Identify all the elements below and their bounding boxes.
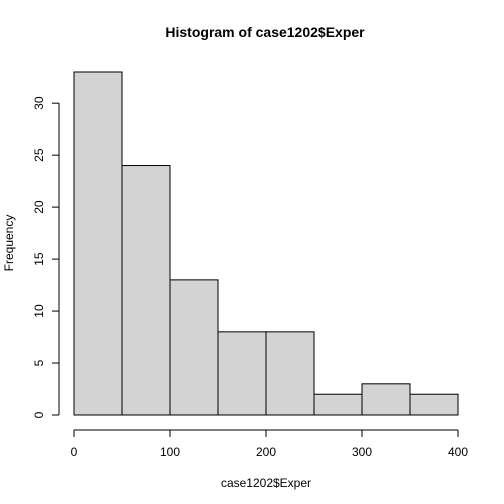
histogram-bar <box>265 331 315 416</box>
histogram-bar <box>361 383 411 416</box>
y-tick-label: 0 <box>32 411 46 418</box>
y-tick-label: 5 <box>32 359 46 366</box>
y-tick-label: 20 <box>32 200 46 214</box>
bars-group <box>73 71 459 416</box>
y-axis: 0 5 10 15 20 25 30 <box>32 96 60 418</box>
histogram-bar <box>313 393 363 416</box>
y-tick-label: 25 <box>32 148 46 162</box>
x-tick-label: 300 <box>352 445 372 459</box>
y-tick-label: 15 <box>32 252 46 266</box>
histogram-bar <box>73 71 123 416</box>
x-tick-label: 400 <box>448 445 468 459</box>
chart-title: Histogram of case1202$Exper <box>165 24 365 40</box>
y-tick-label: 30 <box>32 96 46 110</box>
histogram-bar <box>169 279 219 416</box>
x-axis-label: case1202$Exper <box>221 476 311 490</box>
x-tick-label: 200 <box>256 445 276 459</box>
x-axis: 0 100 200 300 400 <box>71 429 468 459</box>
x-tick-label: 100 <box>160 445 180 459</box>
y-tick-label: 10 <box>32 304 46 318</box>
histogram-bar <box>121 165 171 416</box>
histogram-bar <box>217 331 267 416</box>
x-tick-label: 0 <box>71 445 78 459</box>
y-axis-label: Frequency <box>2 215 16 272</box>
histogram-bar <box>409 393 459 416</box>
